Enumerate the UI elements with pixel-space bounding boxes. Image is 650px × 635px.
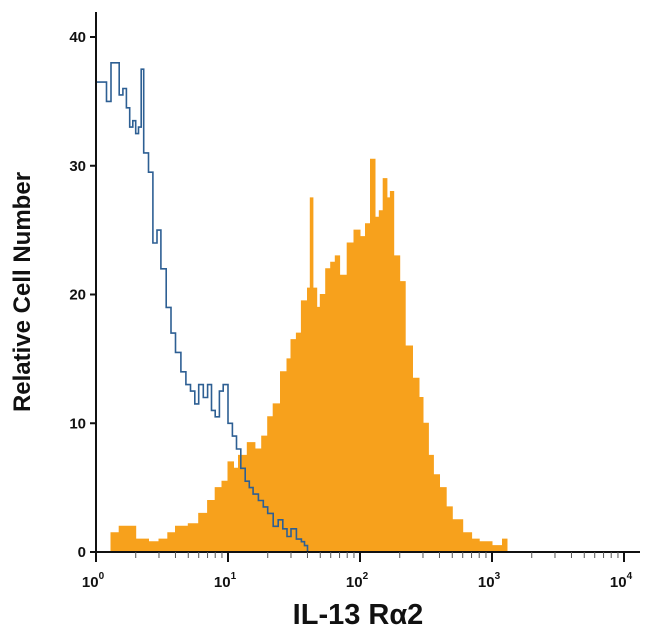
x-tick-base: 10 [214,574,231,591]
y-tick-label: 30 [69,158,86,175]
x-tick-label: 102 [346,571,369,591]
x-axis-ticks: 100 101 102 103 104 [82,552,633,591]
x-tick-base: 10 [478,574,495,591]
x-tick-label: 100 [82,571,105,591]
x-tick-exponent: 3 [495,571,501,582]
y-tick-label: 0 [78,544,86,561]
y-tick-label: 40 [69,29,86,46]
y-tick-label: 20 [69,287,86,304]
x-tick-base: 10 [346,574,363,591]
isotype-control-histogram [96,62,309,552]
x-tick-base: 10 [610,574,627,591]
x-tick-label: 104 [610,571,633,591]
x-tick-exponent: 0 [99,571,105,582]
x-tick-exponent: 2 [363,571,369,582]
y-tick-label: 10 [69,415,86,432]
x-tick-base: 10 [82,574,99,591]
x-tick-exponent: 4 [627,571,633,582]
x-tick-exponent: 1 [231,571,237,582]
plot-area [96,62,508,553]
x-axis-title: IL-13 Rα2 [293,599,424,631]
y-axis-ticks: 0 10 20 30 40 [69,29,96,561]
x-tick-label: 103 [478,571,501,591]
stained-histogram [108,158,508,553]
y-axis-title: Relative Cell Number [9,172,36,412]
x-tick-label: 101 [214,571,237,591]
